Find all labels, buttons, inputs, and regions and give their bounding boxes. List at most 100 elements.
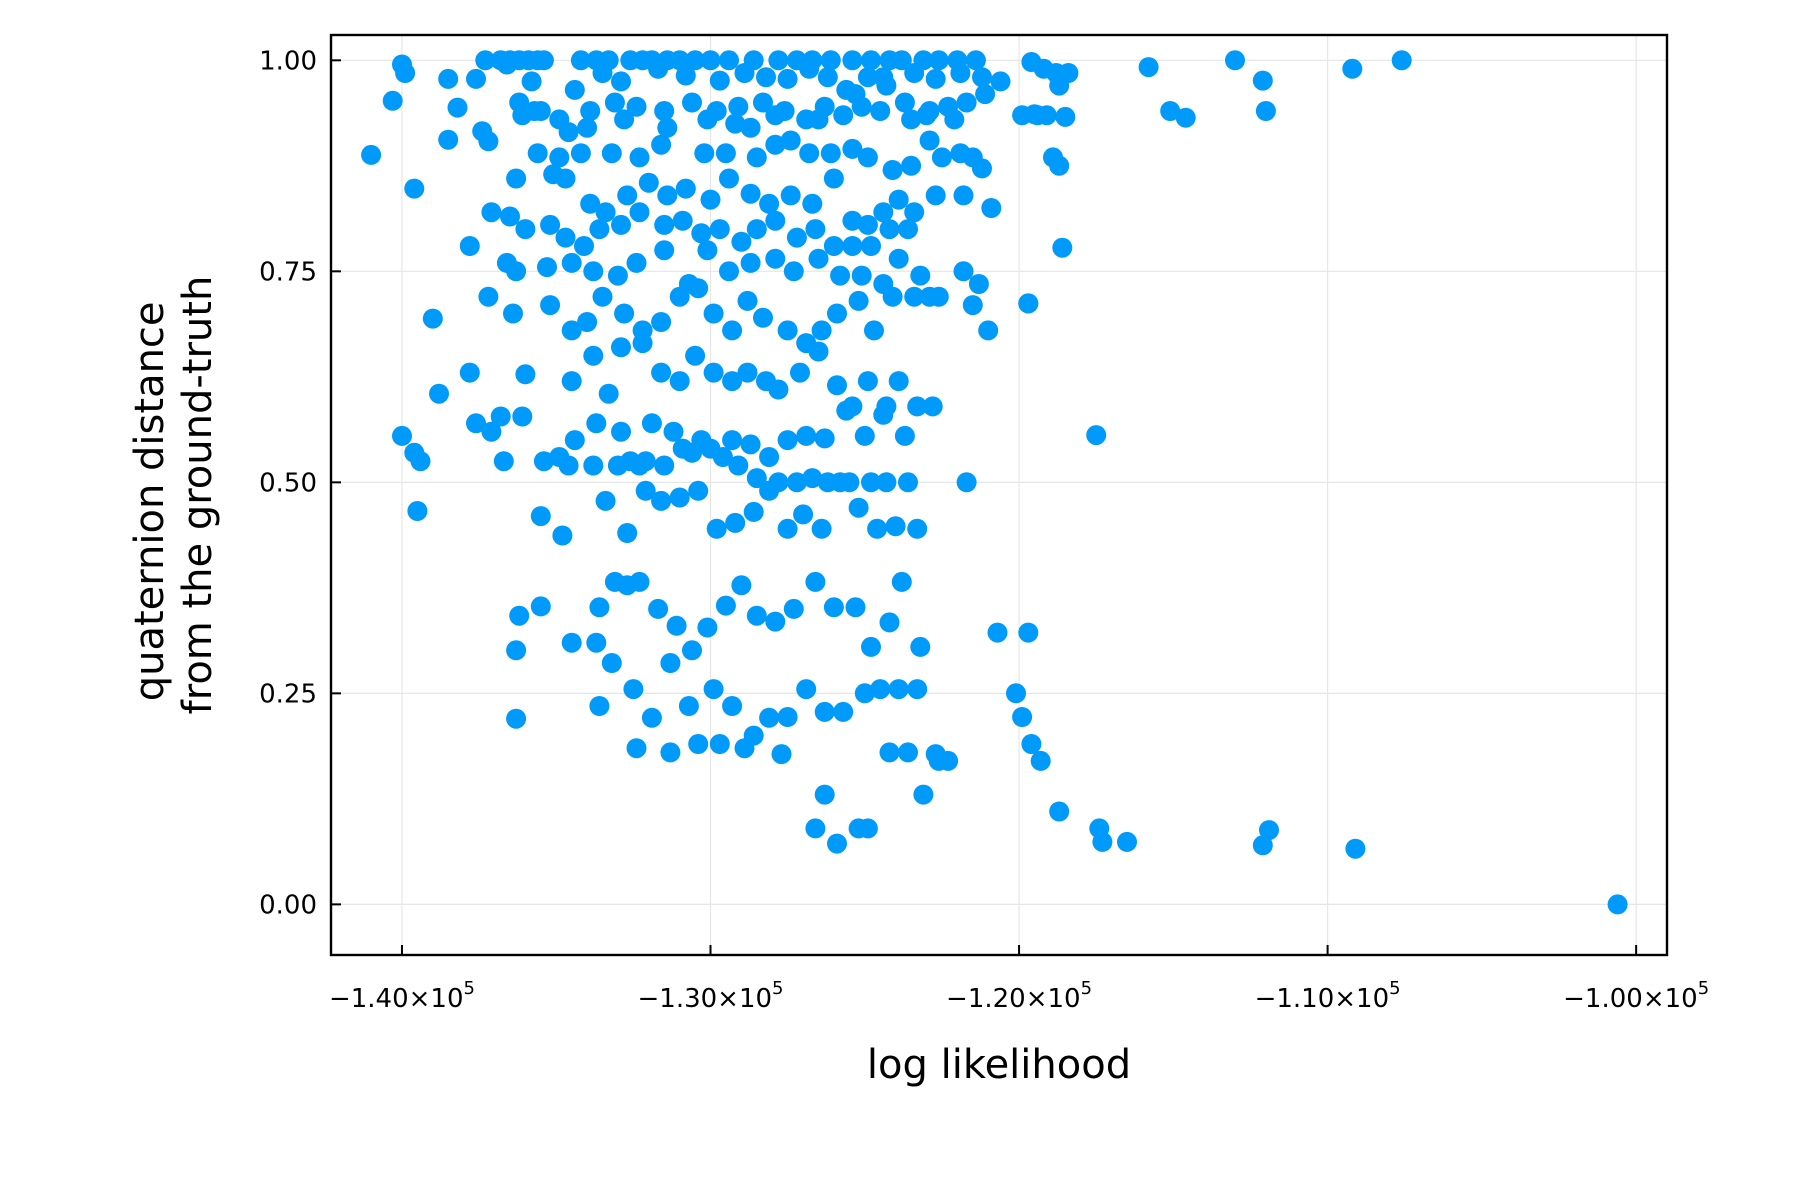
data-point [898,219,918,240]
data-point [1255,101,1276,121]
data-point [768,50,789,71]
data-point [780,130,801,151]
y-tick-label: 0.00 [259,890,317,920]
data-point [987,622,1008,643]
data-point [447,97,468,118]
x-tick-label: −1.10×105 [1255,978,1401,1014]
data-point [651,362,672,383]
data-point [672,438,693,459]
data-point [719,168,739,189]
data-point [580,193,601,214]
data-point [555,168,576,189]
data-point [931,147,952,168]
data-point [1607,894,1628,915]
data-point [540,295,561,316]
data-point [586,413,607,434]
data-point [842,50,863,71]
data-point [682,640,702,661]
data-point [885,516,906,537]
data-point [540,214,561,235]
data-point [481,421,502,442]
data-point [737,362,758,383]
data-point [786,472,807,493]
data-point [777,430,798,451]
data-point [968,274,989,294]
data-point [611,71,631,92]
data-point [589,597,610,618]
data-point [817,67,838,88]
data-point [879,219,900,240]
y-tick-label: 0.25 [259,679,317,709]
data-point [891,571,912,592]
data-point [864,320,884,341]
data-point [746,219,767,240]
data-point [799,143,820,164]
data-point [845,597,866,618]
axis-ticks [331,59,1638,955]
data-point [697,240,718,261]
data-point [407,501,428,521]
data-point [857,371,878,392]
data-point [1259,820,1279,841]
data-point [410,451,431,472]
data-point [737,290,758,311]
data-point [919,286,940,307]
data-point [691,430,712,451]
data-point [438,68,459,89]
x-tick-label: −1.30×105 [638,978,784,1014]
x-tick-label: −1.00×105 [1563,978,1709,1014]
data-point [537,257,557,278]
data-point [1117,831,1137,852]
data-point [617,185,638,206]
data-point [666,615,687,636]
data-point [675,65,696,86]
data-point [626,738,647,759]
data-point [654,240,675,261]
data-point [709,219,730,240]
data-point [515,219,536,240]
data-point [583,345,604,366]
data-point [503,303,523,324]
data-point [700,50,721,71]
data-point [577,117,598,138]
data-point [592,63,613,83]
data-point [583,261,604,282]
data-point [975,84,996,105]
data-point [648,58,669,79]
data-point [950,63,971,83]
data-point [598,383,619,404]
data-point [512,406,533,427]
data-point [820,50,841,71]
data-point [493,451,514,472]
data-point [823,168,844,189]
data-point [753,307,773,328]
data-point [561,320,582,341]
data-point [842,236,863,256]
data-point [1225,50,1245,71]
data-point [657,117,678,138]
data-point [861,636,881,657]
data-point [867,518,888,539]
data-point [765,248,786,269]
data-point [786,227,807,248]
data-point [796,425,817,446]
data-point [459,362,480,383]
data-point [765,105,786,126]
data-point [682,92,702,113]
data-point [928,750,949,771]
data-point [654,455,675,476]
data-point [928,50,949,71]
data-point [1021,734,1042,754]
data-point [873,67,894,88]
data-point [830,265,851,286]
data-point [907,396,928,417]
data-point [648,598,669,619]
data-point [1024,104,1045,125]
data-point [641,707,662,728]
data-point [635,480,656,501]
data-point [814,428,835,449]
data-point [629,202,650,223]
data-point [740,117,761,138]
